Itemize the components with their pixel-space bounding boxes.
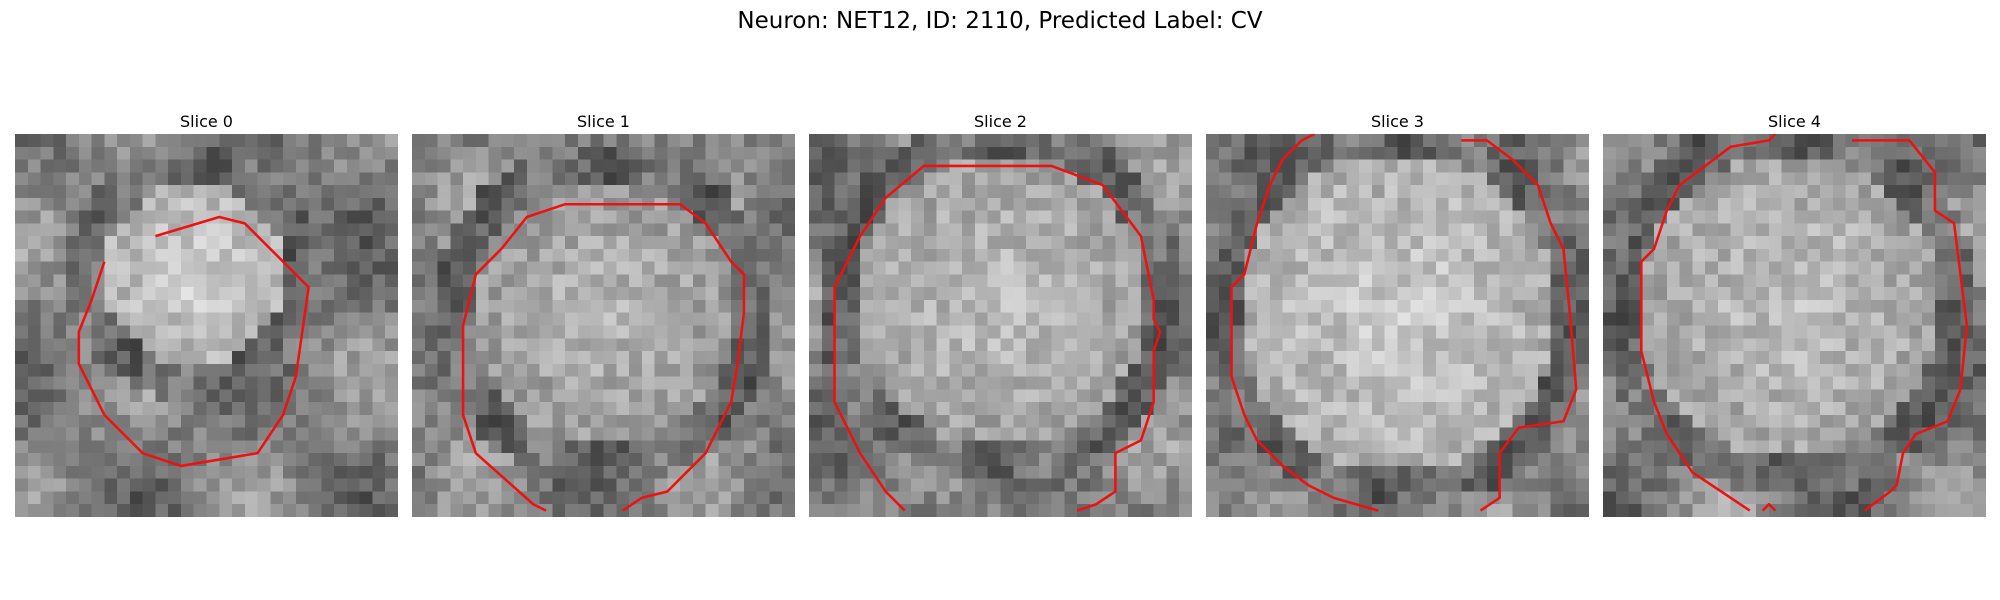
pixel-grid — [1206, 134, 1589, 517]
slice-image — [1603, 134, 1986, 517]
slice-title: Slice 3 — [1206, 110, 1589, 134]
slice-title: Slice 4 — [1603, 110, 1986, 134]
slice-panel-4: Slice 4 — [1603, 110, 1986, 134]
pixel-grid — [1603, 134, 1986, 517]
slice-image — [809, 134, 1192, 517]
slice-image — [15, 134, 398, 517]
slice-panel-1: Slice 1 — [412, 110, 795, 134]
pixel-grid — [809, 134, 1192, 517]
slice-image — [1206, 134, 1589, 517]
slice-image — [412, 134, 795, 517]
slice-title: Slice 1 — [412, 110, 795, 134]
pixel-grid — [412, 134, 795, 517]
slice-title: Slice 0 — [15, 110, 398, 134]
figure-title: Neuron: NET12, ID: 2110, Predicted Label… — [0, 8, 2000, 34]
slice-panel-0: Slice 0 — [15, 110, 398, 134]
slice-panel-2: Slice 2 — [809, 110, 1192, 134]
slice-panel-3: Slice 3 — [1206, 110, 1589, 134]
slice-title: Slice 2 — [809, 110, 1192, 134]
pixel-grid — [15, 134, 398, 517]
